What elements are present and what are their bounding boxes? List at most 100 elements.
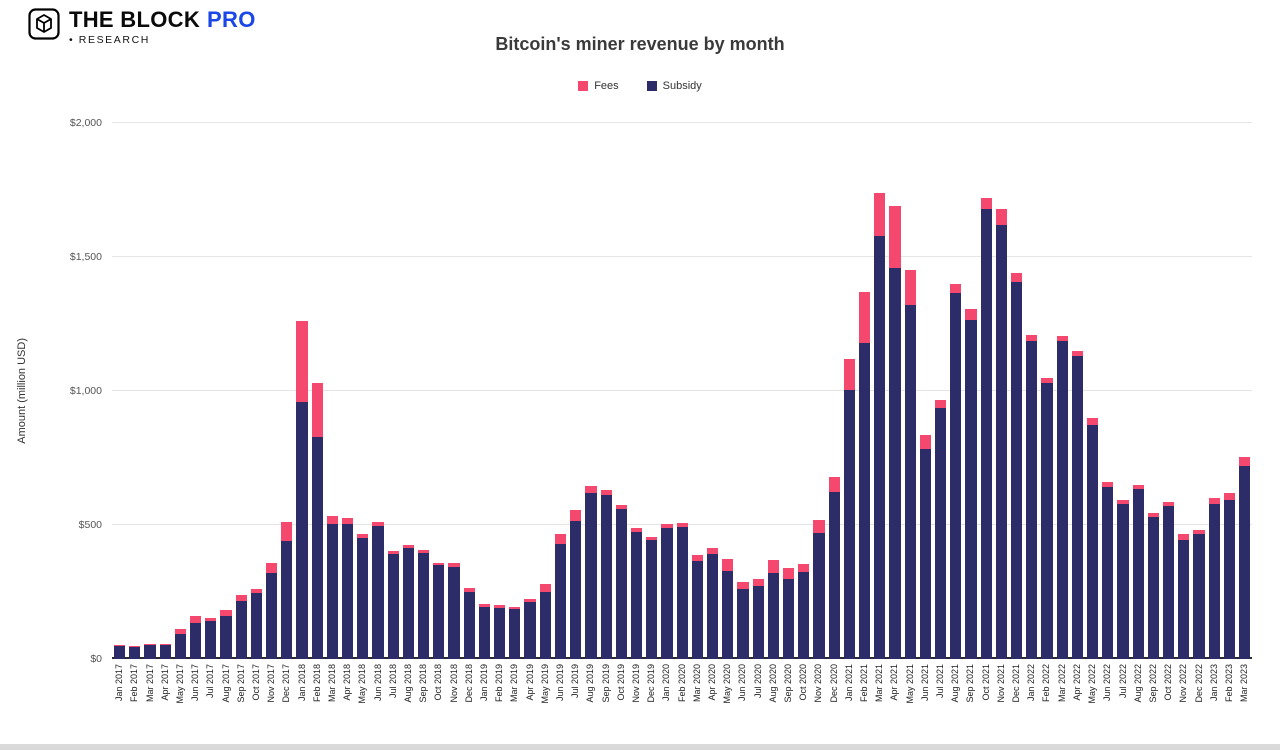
bar-mar-2019[interactable] bbox=[509, 123, 521, 659]
fees-segment bbox=[114, 645, 126, 647]
bar-jan-2021[interactable] bbox=[843, 123, 855, 659]
subsidy-segment bbox=[205, 621, 217, 659]
bar-mar-2023[interactable] bbox=[1239, 123, 1251, 659]
bar-dec-2019[interactable] bbox=[646, 123, 658, 659]
subsidy-segment bbox=[752, 586, 764, 659]
bar-oct-2018[interactable] bbox=[433, 123, 445, 659]
bar-jul-2017[interactable] bbox=[205, 123, 217, 659]
bar-nov-2021[interactable] bbox=[995, 123, 1007, 659]
bar-sep-2019[interactable] bbox=[600, 123, 612, 659]
x-tick-label: Jan 2020 bbox=[661, 664, 672, 702]
fees-segment bbox=[600, 490, 612, 495]
bar-oct-2020[interactable] bbox=[798, 123, 810, 659]
bar-aug-2020[interactable] bbox=[767, 123, 779, 659]
bar-dec-2020[interactable] bbox=[828, 123, 840, 659]
bar-jun-2021[interactable] bbox=[919, 123, 931, 659]
bar-sep-2017[interactable] bbox=[235, 123, 247, 659]
bar-apr-2020[interactable] bbox=[706, 123, 719, 659]
bar-feb-2022[interactable] bbox=[1041, 123, 1053, 659]
bar-feb-2019[interactable] bbox=[494, 123, 506, 659]
bar-oct-2017[interactable] bbox=[250, 123, 263, 659]
x-tick-label: Aug 2017 bbox=[220, 664, 231, 703]
x-tick-label: Mar 2018 bbox=[326, 664, 337, 703]
bar-feb-2020[interactable] bbox=[676, 123, 688, 659]
bar-nov-2019[interactable] bbox=[630, 123, 643, 659]
bar-may-2018[interactable] bbox=[357, 123, 369, 659]
bar-may-2021[interactable] bbox=[904, 123, 916, 659]
bar-aug-2019[interactable] bbox=[585, 123, 597, 659]
x-tick-label: Nov 2022 bbox=[1178, 664, 1189, 703]
bar-jun-2022[interactable] bbox=[1102, 123, 1114, 659]
bar-aug-2018[interactable] bbox=[402, 123, 415, 659]
bar-feb-2017[interactable] bbox=[129, 123, 141, 659]
bar-nov-2020[interactable] bbox=[813, 123, 825, 659]
bar-jan-2019[interactable] bbox=[478, 123, 491, 659]
bar-sep-2021[interactable] bbox=[965, 123, 977, 659]
bar-dec-2018[interactable] bbox=[463, 123, 475, 659]
bar-may-2020[interactable] bbox=[722, 123, 734, 659]
bar-jan-2018[interactable] bbox=[296, 123, 308, 659]
bar-jun-2017[interactable] bbox=[190, 123, 202, 659]
fees-segment bbox=[843, 358, 855, 390]
bar-aug-2021[interactable] bbox=[950, 123, 962, 659]
bar-dec-2022[interactable] bbox=[1193, 123, 1205, 659]
bar-mar-2018[interactable] bbox=[326, 123, 339, 659]
bar-apr-2021[interactable] bbox=[889, 123, 901, 659]
bar-apr-2018[interactable] bbox=[342, 123, 354, 659]
bar-jun-2020[interactable] bbox=[737, 123, 749, 659]
bar-aug-2017[interactable] bbox=[220, 123, 232, 659]
fees-segment bbox=[798, 563, 810, 572]
bar-apr-2017[interactable] bbox=[159, 123, 171, 659]
bar-jun-2018[interactable] bbox=[372, 123, 384, 659]
y-tick-label: $1,000 bbox=[69, 385, 102, 397]
bar-jan-2020[interactable] bbox=[661, 123, 673, 659]
bar-feb-2021[interactable] bbox=[858, 123, 871, 659]
subsidy-segment bbox=[874, 235, 886, 659]
bar-oct-2019[interactable] bbox=[615, 123, 627, 659]
bar-oct-2021[interactable] bbox=[980, 123, 992, 659]
subsidy-segment bbox=[1087, 425, 1099, 659]
bar-sep-2022[interactable] bbox=[1147, 123, 1160, 659]
bar-mar-2021[interactable] bbox=[874, 123, 886, 659]
bar-jul-2020[interactable] bbox=[752, 123, 764, 659]
bar-jul-2021[interactable] bbox=[934, 123, 947, 659]
bar-apr-2019[interactable] bbox=[524, 123, 536, 659]
fees-segment bbox=[752, 578, 764, 587]
bar-mar-2017[interactable] bbox=[144, 123, 156, 659]
bar-apr-2022[interactable] bbox=[1071, 123, 1083, 659]
chart: Jan 2017 Feb 2017 Mar 2017 Apr 2017 May 2017… bbox=[70, 117, 1252, 704]
bar-dec-2021[interactable] bbox=[1010, 123, 1023, 659]
bar-jul-2018[interactable] bbox=[387, 123, 399, 659]
bar-aug-2022[interactable] bbox=[1132, 123, 1144, 659]
bar-nov-2018[interactable] bbox=[448, 123, 460, 659]
y-tick-label: $0 bbox=[90, 653, 102, 665]
bar-may-2019[interactable] bbox=[539, 123, 551, 659]
bar-may-2017[interactable] bbox=[174, 123, 187, 659]
subsidy-segment bbox=[1010, 282, 1023, 659]
bar-jul-2022[interactable] bbox=[1117, 123, 1129, 659]
bar-dec-2017[interactable] bbox=[281, 123, 293, 659]
bar-jan-2017[interactable] bbox=[114, 123, 126, 659]
subsidy-segment bbox=[676, 527, 688, 659]
bar-feb-2018[interactable] bbox=[311, 123, 323, 659]
x-tick-label: Oct 2018 bbox=[433, 664, 444, 701]
bar-feb-2023[interactable] bbox=[1223, 123, 1236, 659]
x-tick-label: Mar 2017 bbox=[144, 664, 155, 703]
bar-nov-2022[interactable] bbox=[1178, 123, 1190, 659]
bar-sep-2020[interactable] bbox=[782, 123, 795, 659]
bar-jun-2019[interactable] bbox=[554, 123, 567, 659]
subsidy-segment bbox=[630, 531, 643, 659]
bar-mar-2022[interactable] bbox=[1056, 123, 1068, 659]
bar-nov-2017[interactable] bbox=[266, 123, 278, 659]
bar-jan-2023[interactable] bbox=[1208, 123, 1220, 659]
x-tick-label: Apr 2018 bbox=[342, 664, 353, 701]
bar-jul-2019[interactable] bbox=[570, 123, 582, 659]
bar-sep-2018[interactable] bbox=[418, 123, 430, 659]
bar-jan-2022[interactable] bbox=[1026, 123, 1038, 659]
bar-oct-2022[interactable] bbox=[1163, 123, 1175, 659]
fees-segment bbox=[661, 523, 673, 528]
fees-segment bbox=[874, 192, 886, 236]
subsidy-segment bbox=[478, 606, 491, 659]
bar-mar-2020[interactable] bbox=[691, 123, 703, 659]
bar-may-2022[interactable] bbox=[1087, 123, 1099, 659]
